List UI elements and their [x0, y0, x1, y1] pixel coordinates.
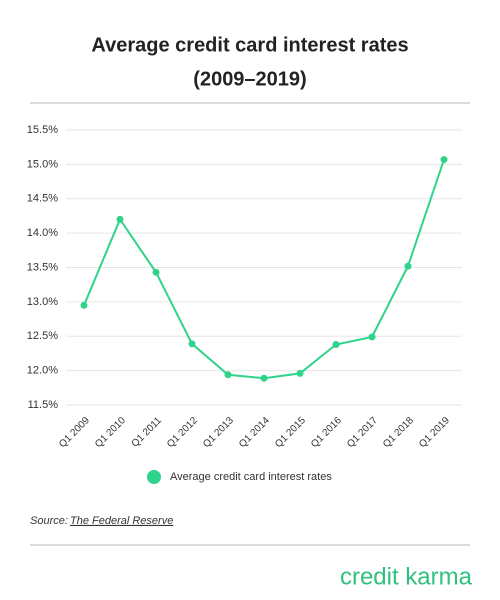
source-label: Source: [30, 515, 68, 527]
y-tick-label: 12.5% [27, 330, 58, 342]
x-tick-label: Q1 2011 [130, 415, 165, 450]
brand-logo: credit karma [340, 563, 473, 590]
data-point [224, 371, 232, 379]
y-tick-label: 13.5% [27, 261, 58, 273]
y-tick-label: 11.5% [28, 399, 59, 411]
data-point [368, 333, 376, 341]
y-tick-label: 15.0% [27, 158, 58, 170]
legend-label: Average credit card interest rates [170, 471, 332, 483]
x-tick-label: Q1 2010 [93, 415, 128, 450]
data-point [332, 341, 340, 348]
source: The Federal Reserve [70, 515, 173, 527]
data-line [83, 159, 445, 380]
x-tick-label: Q1 2013 [201, 415, 236, 450]
data-point [440, 156, 448, 164]
x-tick-label: Q1 2017 [345, 415, 380, 450]
x-tick-label: Q1 2009 [57, 415, 92, 450]
data-point [80, 301, 88, 309]
data-point [260, 374, 268, 382]
y-tick-label: 15.5% [27, 124, 58, 136]
legend-swatch [147, 470, 161, 484]
x-tick-label: Q1 2014 [237, 415, 272, 450]
x-tick-label: Q1 2016 [309, 415, 344, 450]
y-tick-label: 14.5% [27, 193, 58, 205]
y-tick-label: 13.0% [27, 296, 58, 308]
x-tick-label: Q1 2019 [417, 415, 452, 450]
data-point [116, 215, 124, 223]
x-tick-label: Q1 2018 [381, 415, 416, 450]
chart-title: Average credit card interest rates [91, 34, 408, 56]
x-tick-label: Q1 2015 [273, 415, 308, 450]
data-point [296, 369, 304, 377]
data-point [188, 340, 196, 348]
data-point [404, 262, 412, 270]
chart-subtitle: (2009–2019) [193, 68, 306, 90]
x-tick-label: Q1 2012 [165, 415, 200, 450]
y-tick-label: 12.0% [27, 365, 58, 377]
y-tick-label: 14.0% [27, 227, 58, 239]
data-point [152, 268, 160, 276]
